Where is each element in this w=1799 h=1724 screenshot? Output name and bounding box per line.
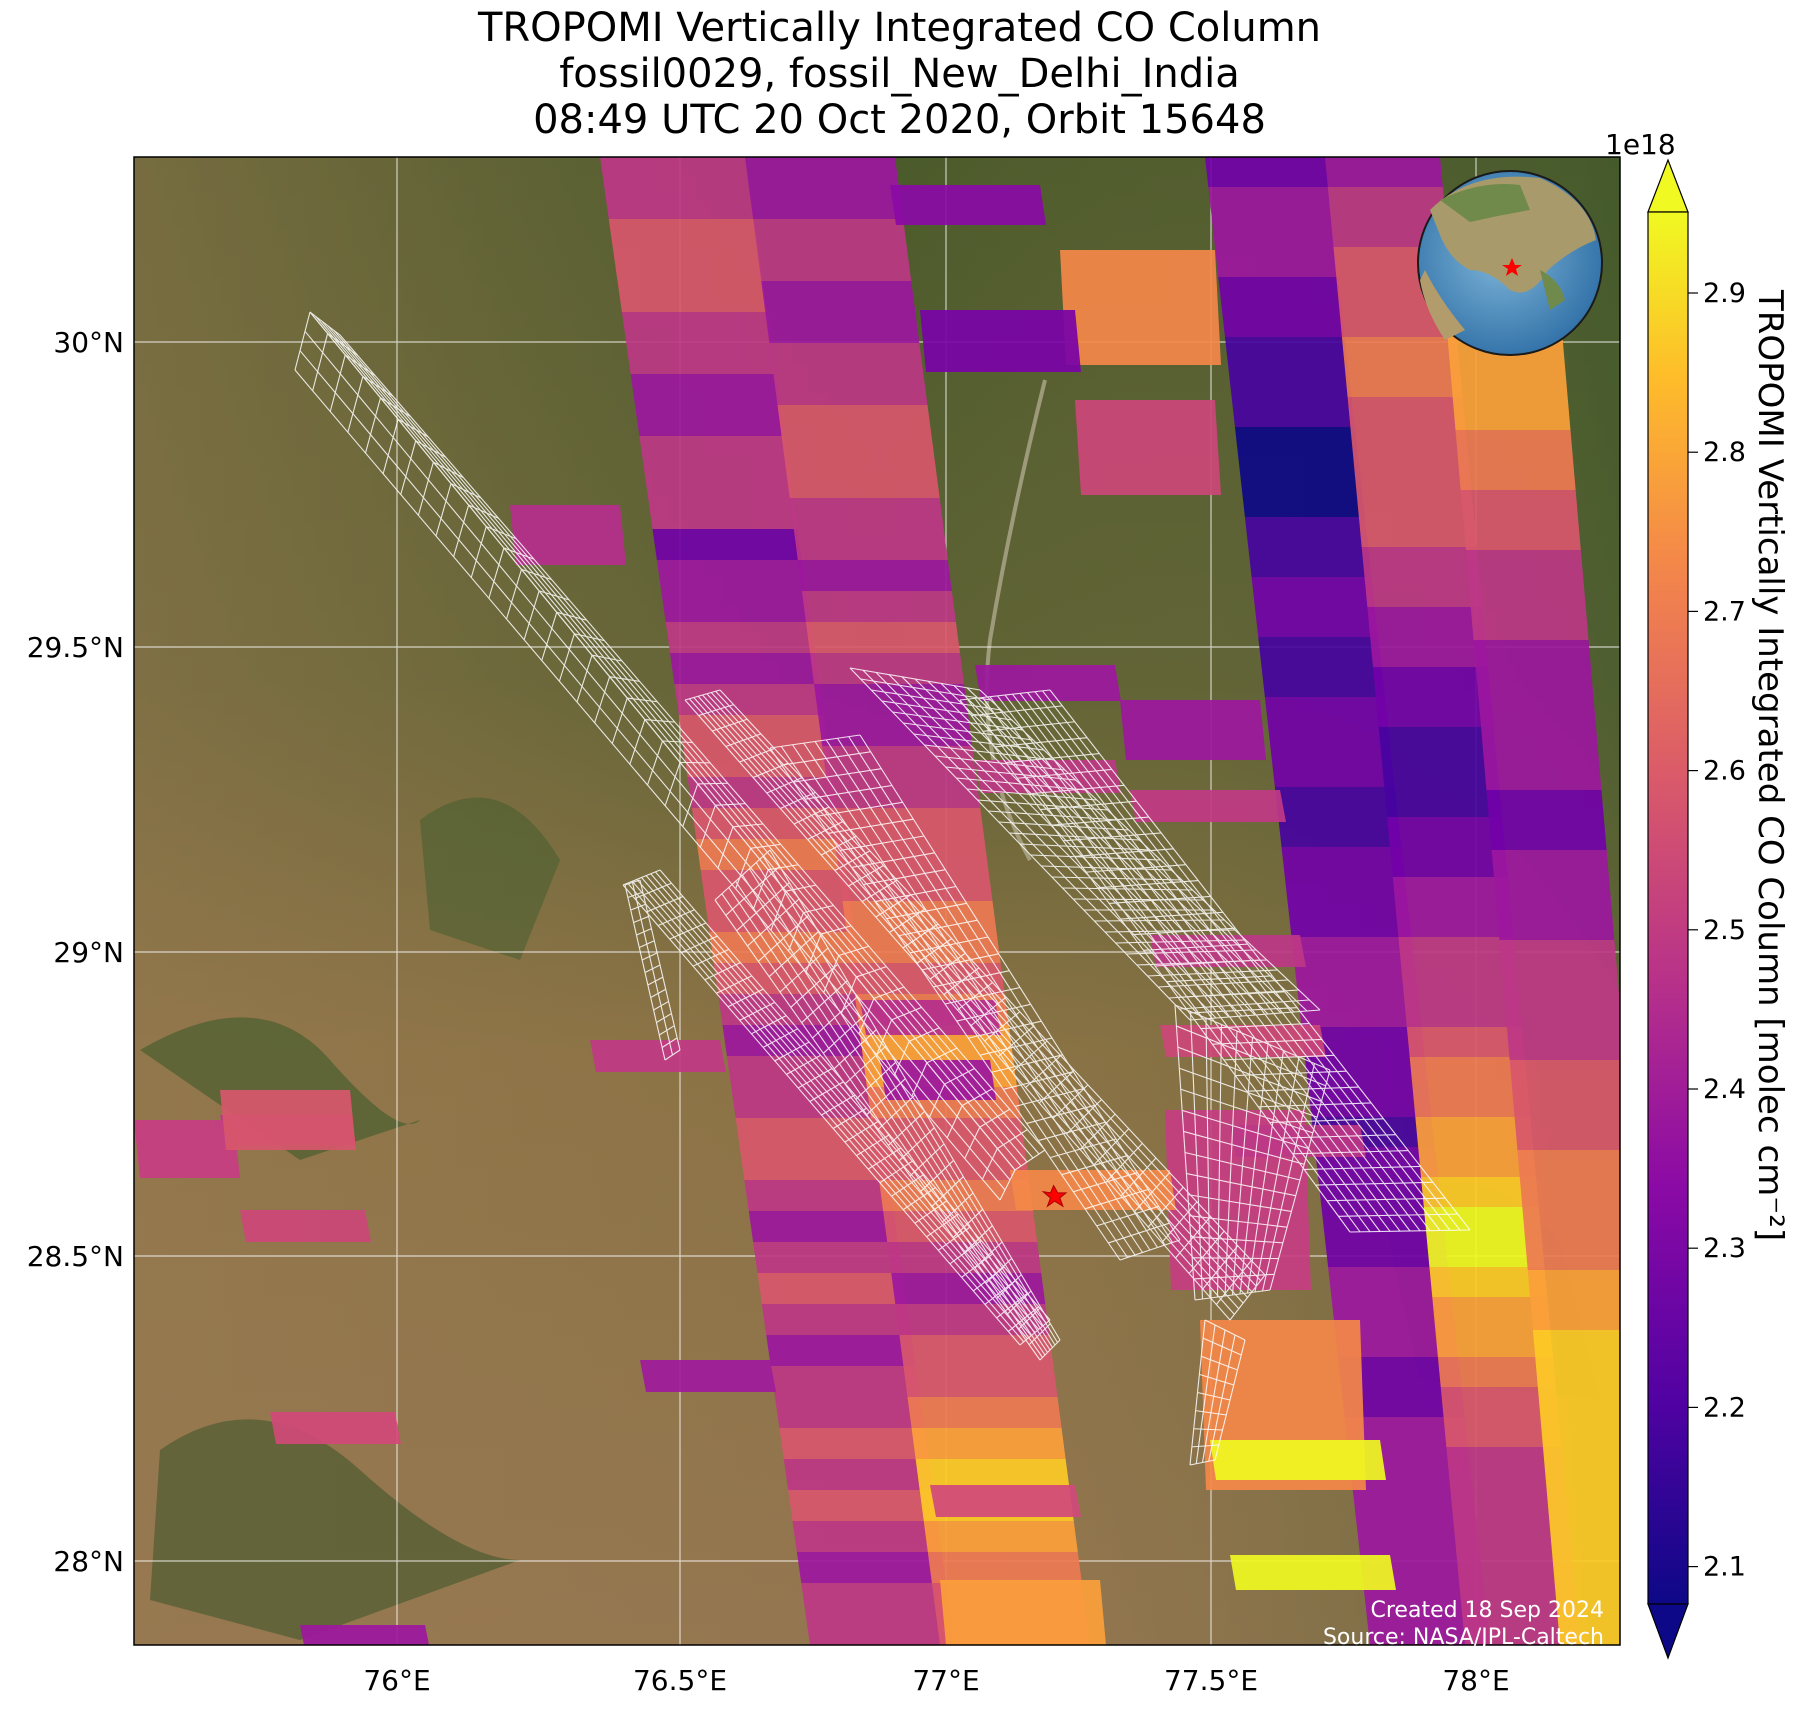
lon-tick-label: 76.5°E (633, 1664, 727, 1697)
colorbar-tick-label: 2.7 (1703, 596, 1746, 627)
colorbar-exponent: 1e18 (1605, 128, 1676, 161)
globe-inset-icon (1417, 170, 1603, 356)
co-swath-layer (134, 157, 1620, 1645)
colorbar-tick-label: 2.4 (1703, 1074, 1746, 1105)
colorbar-tick-label: 2.5 (1703, 915, 1746, 946)
lon-tick-label: 77.5°E (1164, 1664, 1258, 1697)
colorbar-tick-label: 2.1 (1703, 1552, 1746, 1583)
source-credit: Source: NASA/JPL-Caltech (1322, 1625, 1604, 1650)
title-line1: TROPOMI Vertically Integrated CO Column (477, 5, 1322, 51)
lon-tick-label: 77°E (912, 1664, 979, 1697)
colorbar-ticks: 2.9 2.8 2.7 2.6 2.5 2.4 2.3 2.2 2.1 (1688, 278, 1746, 1583)
colorbar-tick-label: 2.8 (1703, 437, 1746, 468)
lon-tick-label: 78°E (1442, 1664, 1509, 1697)
created-credit: Created 18 Sep 2024 (1370, 1598, 1605, 1623)
lat-tick-label: 29.5°N (27, 631, 124, 664)
lat-tick-label: 29°N (53, 936, 124, 969)
lon-tick-label: 76°E (363, 1664, 430, 1697)
title-line2: fossil0029, fossil_New_Delhi_India (559, 51, 1240, 97)
colorbar-label: TROPOMI Vertically Integrated CO Column … (1750, 290, 1790, 1242)
lat-tick-label: 28°N (53, 1545, 124, 1578)
lat-tick-label: 28.5°N (27, 1240, 124, 1273)
longitude-ticks: 76°E 76.5°E 77°E 77.5°E 78°E (363, 1664, 1509, 1697)
colorbar-tick-label: 2.3 (1703, 1233, 1746, 1264)
colorbar-tick-label: 2.9 (1703, 278, 1746, 309)
map-frame (133, 156, 1621, 1646)
target-star-icon (1041, 1184, 1068, 1208)
latitude-ticks: 30°N 29.5°N 29°N 28.5°N 28°N (27, 326, 124, 1578)
colorbar-tick-label: 2.6 (1703, 756, 1746, 787)
colorbar (1647, 158, 1689, 1660)
colorbar-tick-label: 2.2 (1703, 1392, 1746, 1423)
title-line3: 08:49 UTC 20 Oct 2020, Orbit 15648 (533, 97, 1266, 143)
lat-tick-label: 30°N (53, 326, 124, 359)
target-footprint-grid (294, 311, 1471, 1466)
